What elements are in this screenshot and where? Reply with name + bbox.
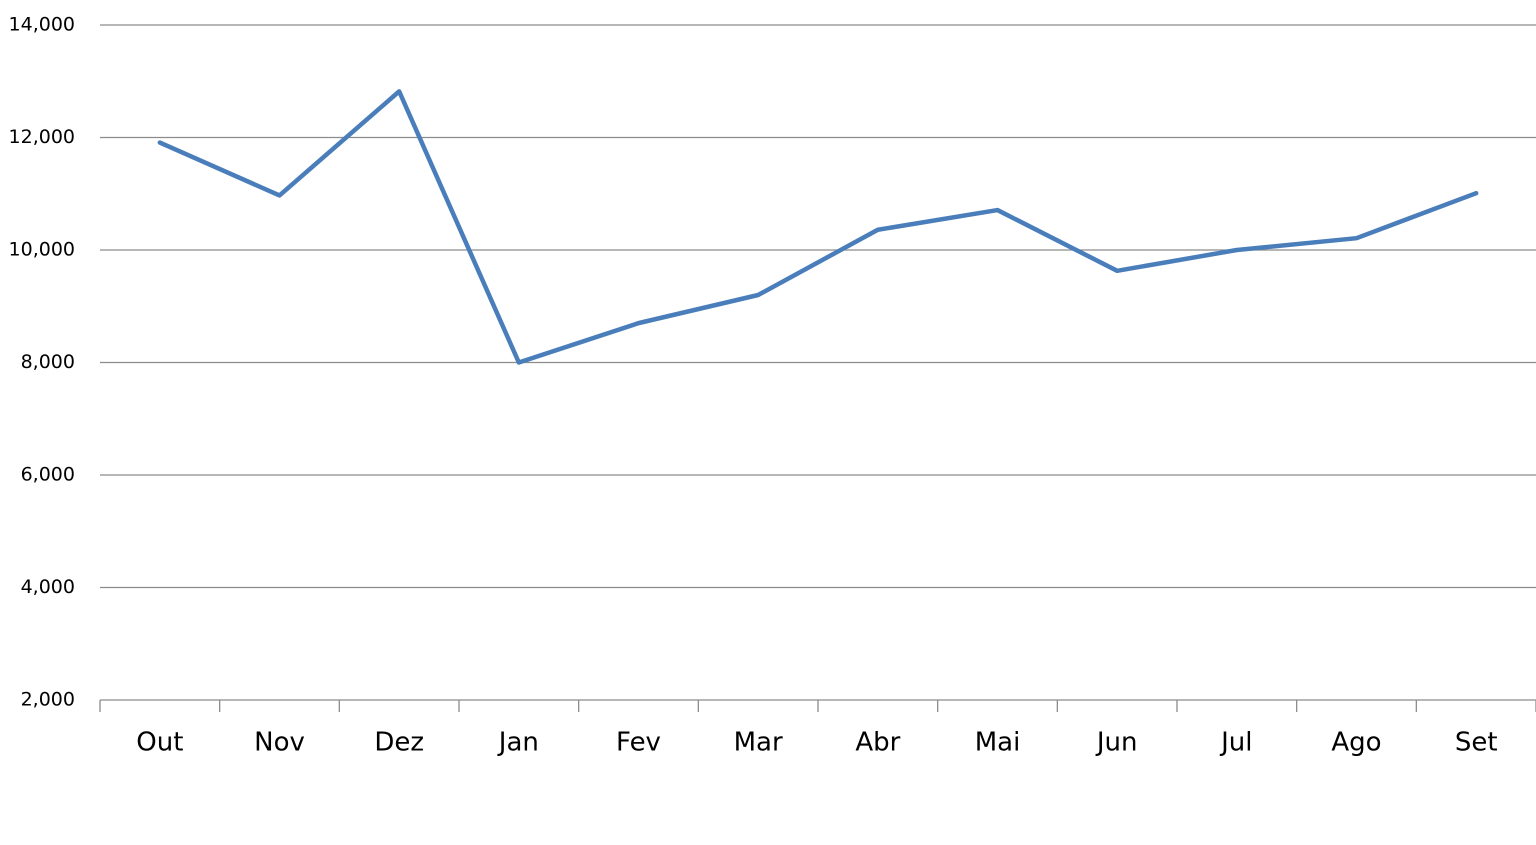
- x-tick-label: Dez: [374, 728, 424, 758]
- x-tick-label: Set: [1455, 728, 1498, 758]
- data-line: [157, 89, 1479, 365]
- x-tick-label: Mai: [975, 728, 1021, 758]
- y-tick-label: 4,000: [21, 576, 75, 598]
- x-tick-label: Jun: [1095, 728, 1138, 758]
- x-tick-label: Nov: [254, 728, 305, 758]
- y-tick-label: 8,000: [21, 351, 75, 373]
- y-tick-label: 2,000: [21, 689, 75, 711]
- y-tick-label: 6,000: [21, 464, 75, 486]
- x-tick-label: Jan: [497, 728, 539, 758]
- y-tick-label: 14,000: [9, 14, 75, 36]
- x-tick-label: Jul: [1219, 728, 1252, 758]
- y-tick-label: 10,000: [9, 239, 75, 261]
- x-tick-label: Mar: [734, 728, 783, 758]
- x-tick-label: Abr: [855, 728, 900, 758]
- x-tick-label: Ago: [1331, 728, 1381, 758]
- x-tick-label: Fev: [616, 728, 661, 758]
- y-tick-label: 12,000: [9, 126, 75, 148]
- x-tick-label: Out: [136, 728, 183, 758]
